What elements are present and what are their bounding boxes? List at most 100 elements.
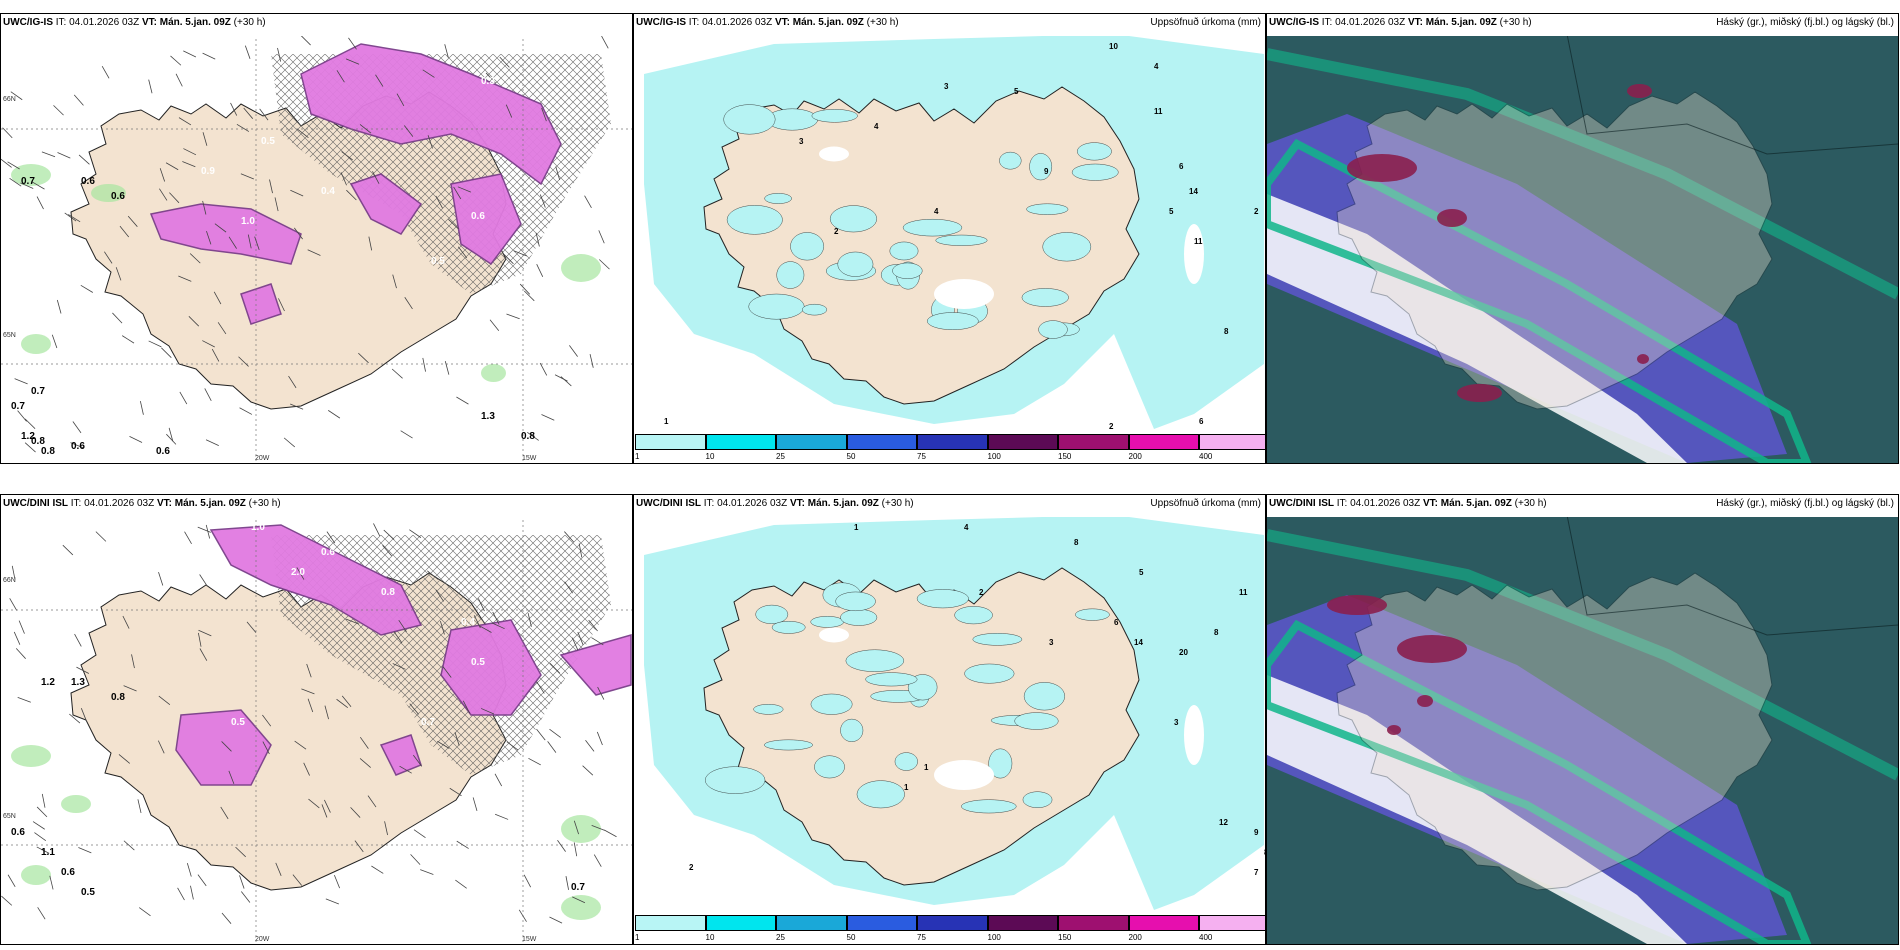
wind-barb — [440, 620, 445, 635]
precip-map-svg: 14826351120148312987211 — [644, 515, 1265, 910]
wind-barb — [205, 524, 211, 539]
snow-value-label: 1.2 — [41, 677, 55, 688]
wind-barb — [398, 619, 407, 633]
wind-barb — [293, 227, 303, 240]
wind-barb — [539, 362, 548, 376]
wind-barb — [131, 654, 135, 669]
colorbar-tick: 200 — [1128, 452, 1142, 461]
snow-value-label: 0.6 — [71, 441, 85, 452]
thick-cloud-cell — [1457, 384, 1502, 402]
precip-patch — [723, 104, 776, 135]
wind-barb — [240, 891, 251, 903]
precip-patch — [1026, 203, 1069, 215]
wind-barb — [375, 74, 384, 87]
snow-map: 0.5 0.3 0.7 0.6 0.6 0.9 0.5 1.0 0.4 0.6 0.5 0.7 0.7 0… — [1, 34, 632, 463]
wind-barb — [199, 648, 208, 661]
colorbar-box — [917, 434, 988, 450]
snow-value-label: 0.6 — [111, 191, 125, 202]
colorbar-box — [776, 915, 847, 931]
snow-value-label: 2.0 — [291, 567, 305, 578]
wind-barb — [527, 613, 532, 627]
wind-barb — [9, 598, 18, 611]
wind-barb — [449, 787, 462, 797]
precip-value-label: 5 — [1139, 568, 1144, 577]
wind-barb — [121, 335, 135, 344]
wind-barb — [573, 842, 578, 857]
precip-light-area — [21, 865, 51, 885]
wind-barb — [420, 869, 434, 875]
colorbar-box — [1058, 915, 1129, 931]
colorbar-tick: 150 — [1058, 933, 1072, 942]
wind-barb — [198, 629, 212, 637]
colorbar-tick: 400 — [1199, 933, 1213, 942]
colorbar-box — [846, 915, 917, 931]
wind-barb — [139, 400, 144, 415]
wind-barb — [235, 846, 246, 858]
precip-patch — [814, 755, 845, 779]
wind-barb — [214, 223, 227, 233]
wind-barb — [244, 45, 251, 59]
wind-barb — [296, 567, 305, 580]
wind-barb — [158, 695, 171, 706]
wind-barb — [554, 374, 568, 382]
wind-barb — [148, 79, 153, 94]
colorbar-box — [1199, 434, 1265, 450]
precip-patch — [902, 219, 963, 237]
cloud-map — [1267, 34, 1898, 463]
dry-area — [1184, 705, 1204, 765]
wind-barb — [278, 298, 285, 312]
wind-barb — [70, 442, 84, 449]
wind-barb — [371, 865, 384, 874]
wind-barb — [393, 631, 403, 644]
precip-patch — [790, 232, 824, 261]
precip-value-label: 4 — [934, 207, 939, 216]
mid-cloud-band — [1267, 114, 1787, 463]
precip-value-label: 5 — [1169, 207, 1174, 216]
wind-barb — [62, 544, 74, 556]
high-cloud-edge — [1267, 619, 1812, 944]
dry-area — [934, 760, 994, 790]
colorbar-box — [705, 915, 776, 931]
snow-value-label: 0.6 — [81, 176, 95, 187]
wind-barb — [601, 35, 609, 49]
wind-barb — [404, 297, 413, 310]
wind-barb — [359, 124, 372, 134]
precip-value-label: 3 — [799, 137, 804, 146]
thick-cloud-cell — [1627, 84, 1652, 98]
wind-barb — [53, 105, 64, 116]
wind-barb — [348, 37, 357, 50]
wind-barb — [457, 246, 468, 259]
wind-barb — [325, 898, 339, 905]
wind-barb — [383, 529, 395, 540]
wind-barb — [158, 572, 164, 586]
lon-label: 15W — [522, 455, 537, 462]
wind-barb — [228, 770, 235, 785]
wind-barb — [228, 236, 237, 249]
panel-header: UWC/IG-IS IT: 04.01.2026 03Z VT: Mán. 5.… — [634, 14, 1265, 36]
wind-barb — [206, 230, 212, 245]
snow-map: 1.0 0.6 2.0 0.8 0.4 0.5 1.2 1.3 0.8 0.5 0.7 0.6 1.1 0… — [1, 515, 632, 944]
snow-value-label: 0.9 — [201, 166, 215, 177]
wind-barb — [159, 188, 168, 201]
colorbar-tick: 400 — [1199, 452, 1213, 461]
lat-label: 65N — [3, 813, 16, 820]
snow-value-label: 0.6 — [61, 867, 75, 878]
wind-barb — [523, 874, 532, 888]
wind-barb — [435, 589, 444, 602]
wind-barb — [564, 581, 574, 594]
panel-header: UWC/IG-IS IT: 04.01.2026 03Z VT: Mán. 5.… — [1267, 14, 1898, 36]
precip-patch — [811, 109, 858, 123]
colorbar-tick: 10 — [705, 452, 715, 461]
snow-value-label: 1.2 — [21, 431, 35, 442]
precip-patch — [1071, 163, 1119, 181]
wind-barb — [492, 611, 500, 625]
colorbar-tick: 1 — [635, 933, 640, 942]
wind-barb — [557, 839, 566, 852]
snow-value-label: 0.8 — [41, 446, 55, 457]
wind-barb — [68, 214, 81, 223]
wind-barb — [13, 631, 21, 645]
snow-value-label: 0.5 — [431, 256, 445, 267]
snow-value-label: 0.5 — [331, 41, 345, 52]
snow-value-label: 1.0 — [241, 216, 255, 227]
dry-area — [819, 627, 849, 643]
